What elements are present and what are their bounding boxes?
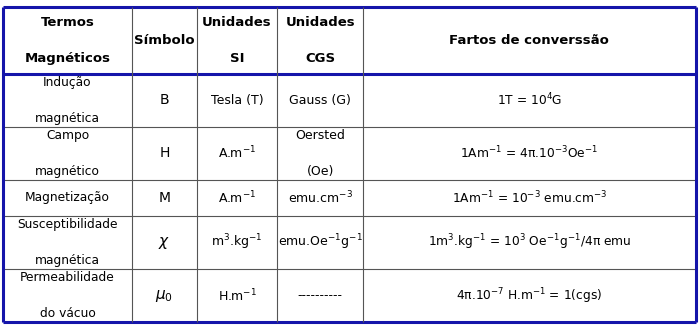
Text: Símbolo: Símbolo: [134, 34, 195, 46]
Text: 1Am$^{-1}$ = 4π.10$^{-3}$Oe$^{-1}$: 1Am$^{-1}$ = 4π.10$^{-3}$Oe$^{-1}$: [461, 145, 598, 162]
Text: emu.Oe$^{-1}$g$^{-1}$: emu.Oe$^{-1}$g$^{-1}$: [278, 233, 363, 252]
Text: Indução

magnética: Indução magnética: [35, 76, 100, 125]
Text: 1T = 10$^{4}$G: 1T = 10$^{4}$G: [497, 92, 562, 109]
Text: ----------: ----------: [298, 289, 343, 302]
Text: A.m$^{-1}$: A.m$^{-1}$: [218, 145, 256, 162]
Text: Susceptibilidade

magnética: Susceptibilidade magnética: [17, 218, 117, 267]
Text: $\mu_0$: $\mu_0$: [155, 288, 173, 304]
Text: Campo

magnético: Campo magnético: [35, 129, 100, 178]
Text: H: H: [159, 146, 170, 160]
Text: Tesla (T): Tesla (T): [210, 94, 264, 107]
Text: 1m$^{3}$.kg$^{-1}$ = 10$^{3}$ Oe$^{-1}$g$^{-1}$/4π emu: 1m$^{3}$.kg$^{-1}$ = 10$^{3}$ Oe$^{-1}$g…: [428, 233, 631, 252]
Text: $\chi$: $\chi$: [158, 235, 171, 251]
Text: Permeabilidade

do vácuo: Permeabilidade do vácuo: [20, 271, 115, 320]
Text: Unidades

SI: Unidades SI: [202, 15, 272, 64]
Text: 1Am$^{-1}$ = 10$^{-3}$ emu.cm$^{-3}$: 1Am$^{-1}$ = 10$^{-3}$ emu.cm$^{-3}$: [452, 190, 607, 206]
Text: 4π.10$^{-7}$ H.m$^{-1}$ = 1(cgs): 4π.10$^{-7}$ H.m$^{-1}$ = 1(cgs): [456, 286, 603, 306]
Text: Gauss (G): Gauss (G): [289, 94, 351, 107]
Text: Oersted

(Oe): Oersted (Oe): [295, 129, 345, 178]
Text: Magnetização: Magnetização: [25, 191, 110, 204]
Text: m$^{3}$.kg$^{-1}$: m$^{3}$.kg$^{-1}$: [211, 233, 263, 252]
Text: H.m$^{-1}$: H.m$^{-1}$: [217, 288, 257, 304]
Text: A.m$^{-1}$: A.m$^{-1}$: [218, 190, 256, 206]
Text: emu.cm$^{-3}$: emu.cm$^{-3}$: [287, 190, 353, 206]
Text: B: B: [159, 93, 169, 107]
Text: M: M: [159, 191, 171, 205]
Text: Unidades

CGS: Unidades CGS: [285, 15, 355, 64]
Text: Fartos de converssão: Fartos de converssão: [449, 34, 610, 46]
Text: Termos

Magnéticos: Termos Magnéticos: [24, 15, 110, 64]
